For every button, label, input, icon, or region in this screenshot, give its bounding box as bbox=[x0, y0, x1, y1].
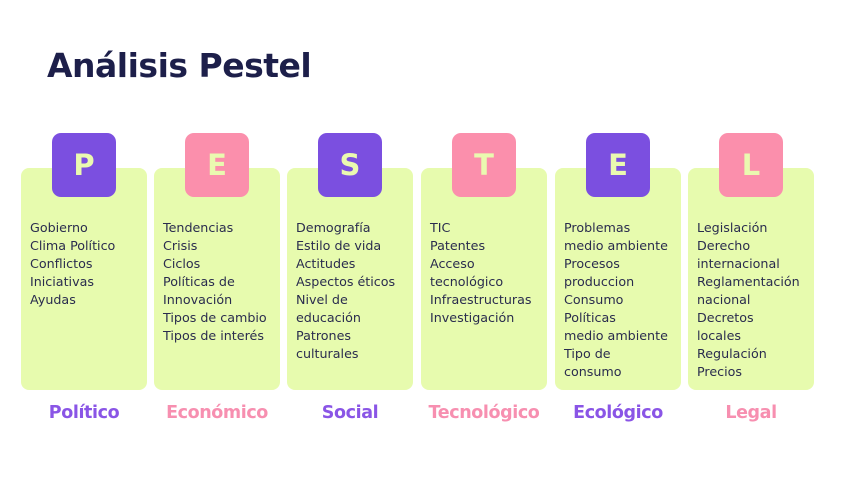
letter-badge: S bbox=[318, 133, 382, 197]
list-item: Decretos bbox=[697, 310, 754, 325]
letter-badge: E bbox=[185, 133, 249, 197]
list-item: culturales bbox=[296, 346, 359, 361]
factor-card bbox=[421, 168, 547, 390]
letter-badge: P bbox=[52, 133, 116, 197]
list-item: Infraestructuras bbox=[430, 292, 532, 307]
list-item: Estilo de vida bbox=[296, 238, 382, 253]
column-label: Político bbox=[48, 403, 120, 423]
factor-list: Legislación Derecho internacional Reglam… bbox=[697, 219, 815, 381]
factor-list: Demografía Estilo de vida Actitudes Aspe… bbox=[296, 219, 414, 363]
list-item: Tipos de cambio bbox=[163, 310, 267, 325]
factor-list: TIC Patentes Acceso tecnológico Infraest… bbox=[430, 219, 548, 327]
list-item: educación bbox=[296, 310, 361, 325]
list-item: Innovación bbox=[163, 292, 233, 307]
list-item: Problemas bbox=[564, 220, 631, 235]
column-label: Ecológico bbox=[573, 403, 663, 423]
list-item: Consumo bbox=[564, 292, 624, 307]
pestel-column-politico: P Gobierno Clima Político Conflictos Ini… bbox=[21, 133, 147, 433]
list-item: Reglamentación bbox=[697, 274, 800, 289]
list-item: Legislación bbox=[697, 220, 768, 235]
column-label: Social bbox=[321, 403, 379, 423]
list-item: Aspectos éticos bbox=[296, 274, 396, 289]
letter-badge: E bbox=[586, 133, 650, 197]
factor-list: Gobierno Clima Político Conflictos Inici… bbox=[30, 219, 148, 309]
factor-card bbox=[287, 168, 413, 390]
list-item: nacional bbox=[697, 292, 751, 307]
list-item: internacional bbox=[697, 256, 780, 271]
list-item: Acceso bbox=[430, 256, 475, 271]
list-item: Iniciativas bbox=[30, 274, 94, 289]
list-item: Gobierno bbox=[30, 220, 88, 235]
letter-badge: T bbox=[452, 133, 516, 197]
list-item: consumo bbox=[564, 364, 622, 379]
list-item: Patrones bbox=[296, 328, 351, 343]
list-item: locales bbox=[697, 328, 741, 343]
list-item: Derecho bbox=[697, 238, 751, 253]
factor-card bbox=[555, 168, 681, 390]
list-item: medio ambiente bbox=[564, 238, 668, 253]
column-label: Tecnológico bbox=[428, 403, 540, 423]
list-item: Políticas bbox=[564, 310, 616, 325]
list-item: Crisis bbox=[163, 238, 198, 253]
pestel-column-ecologico: E Problemas medio ambiente Procesos prod… bbox=[555, 133, 681, 433]
list-item: Tipos de interés bbox=[163, 328, 264, 343]
list-item: Actitudes bbox=[296, 256, 356, 271]
list-item: Tipo de bbox=[564, 346, 611, 361]
list-item: medio ambiente bbox=[564, 328, 668, 343]
list-item: Investigación bbox=[430, 310, 515, 325]
letter-badge: L bbox=[719, 133, 783, 197]
list-item: Políticas de bbox=[163, 274, 235, 289]
pestel-column-social: S Demografía Estilo de vida Actitudes As… bbox=[287, 133, 413, 433]
list-item: Regulación bbox=[697, 346, 767, 361]
list-item: Clima Político bbox=[30, 238, 116, 253]
column-label: Económico bbox=[166, 403, 268, 423]
list-item: TIC bbox=[430, 220, 451, 235]
list-item: Ciclos bbox=[163, 256, 201, 271]
pestel-column-economico: E Tendencias Crisis Ciclos Políticas de … bbox=[154, 133, 280, 433]
list-item: Nivel de bbox=[296, 292, 348, 307]
list-item: Conflictos bbox=[30, 256, 93, 271]
pestel-column-legal: L Legislación Derecho internacional Regl… bbox=[688, 133, 814, 433]
factor-list: Tendencias Crisis Ciclos Políticas de In… bbox=[163, 219, 281, 345]
factor-card bbox=[688, 168, 814, 390]
list-item: Procesos bbox=[564, 256, 620, 271]
pestel-column-tecnologico: T TIC Patentes Acceso tecnológico Infrae… bbox=[421, 133, 547, 433]
list-item: tecnológico bbox=[430, 274, 504, 289]
list-item: Tendencias bbox=[163, 220, 234, 235]
factor-list: Problemas medio ambiente Procesos produc… bbox=[564, 219, 682, 381]
list-item: Patentes bbox=[430, 238, 486, 253]
list-item: Demografía bbox=[296, 220, 371, 235]
column-label: Legal bbox=[725, 403, 777, 423]
factor-card bbox=[21, 168, 147, 390]
factor-card bbox=[154, 168, 280, 390]
page-title: Análisis Pestel bbox=[47, 46, 312, 85]
list-item: produccion bbox=[564, 274, 635, 289]
list-item: Ayudas bbox=[30, 292, 76, 307]
list-item: Precios bbox=[697, 364, 743, 379]
